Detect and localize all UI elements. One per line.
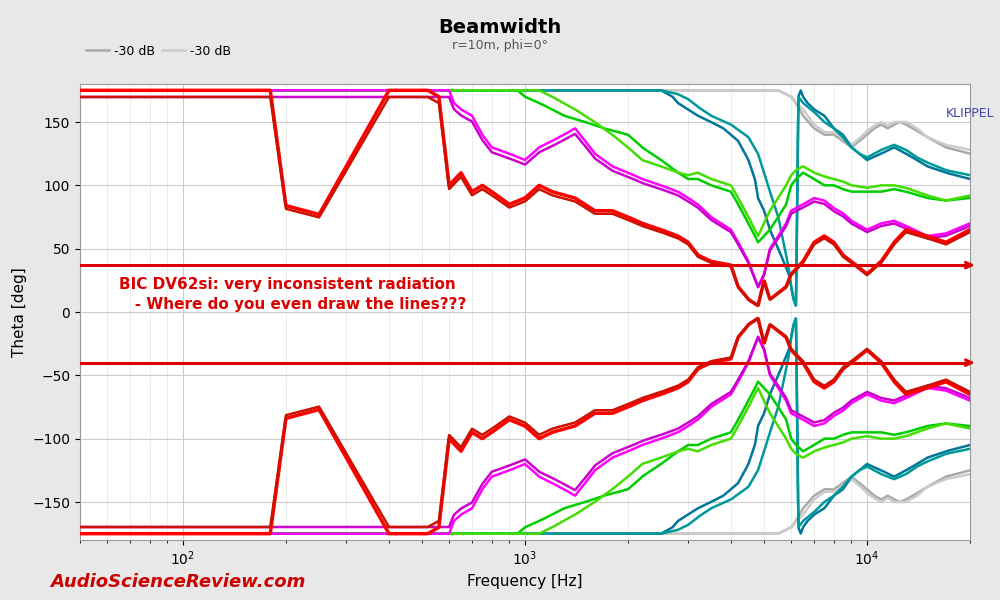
- X-axis label: Frequency [Hz]: Frequency [Hz]: [467, 574, 583, 589]
- Text: BIC DV62si: very inconsistent radiation: BIC DV62si: very inconsistent radiation: [119, 277, 456, 292]
- Text: - Where do you even draw the lines???: - Where do you even draw the lines???: [119, 298, 466, 313]
- Legend: -30 dB, -30 dB: -30 dB, -30 dB: [86, 44, 231, 58]
- Text: r=10m, phi=0°: r=10m, phi=0°: [452, 39, 548, 52]
- Text: Beamwidth: Beamwidth: [438, 18, 562, 37]
- Y-axis label: Theta [deg]: Theta [deg]: [12, 267, 27, 357]
- Text: AudioScienceReview.com: AudioScienceReview.com: [50, 573, 305, 591]
- Text: KLIPPEL: KLIPPEL: [946, 107, 994, 120]
